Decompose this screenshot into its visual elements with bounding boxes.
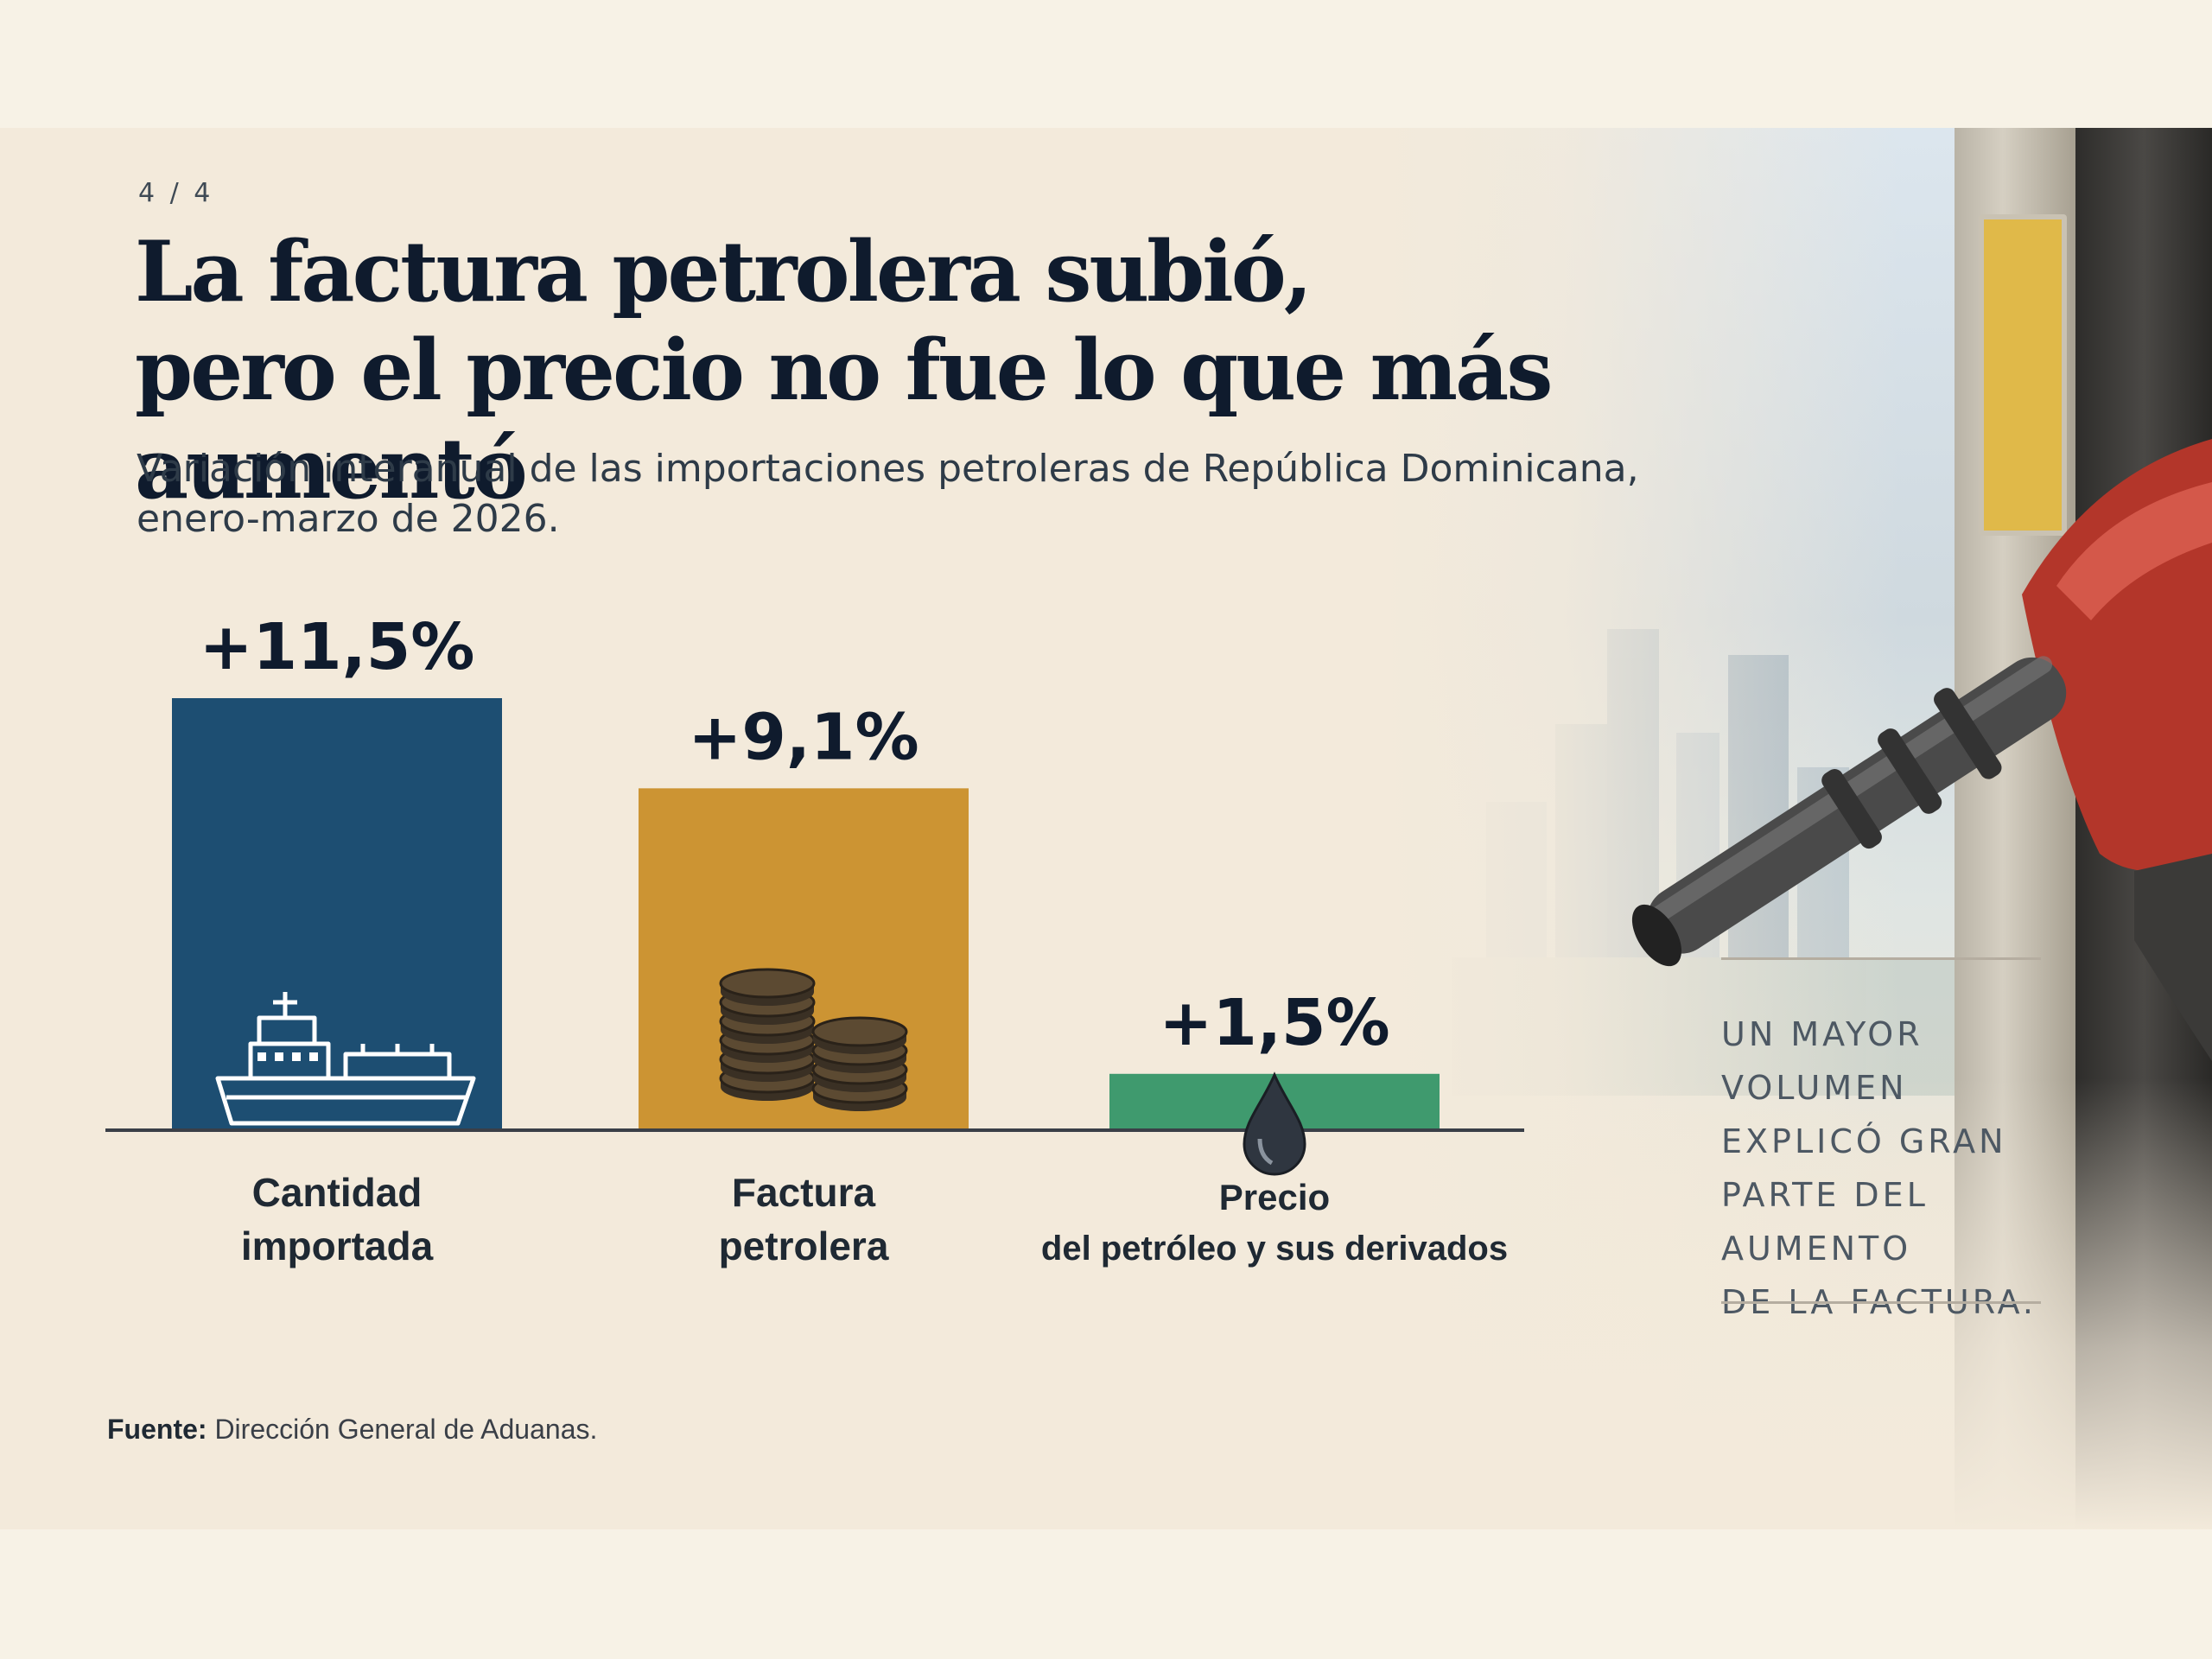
- oil-drop-icon: [1243, 1071, 1306, 1176]
- annotation-text: Un mayor volumen explicó gran parte del …: [1721, 1007, 2093, 1329]
- tick-label: Factura: [732, 1170, 876, 1215]
- source-text: Dirección General de Aduanas.: [214, 1414, 598, 1445]
- title-line: pero el precio no fue lo que más aumentó: [135, 321, 1553, 518]
- coins-icon: [719, 968, 908, 1111]
- tick-label: del petróleo y sus derivados: [1041, 1230, 1508, 1268]
- fuel-pump-sticker: [1979, 214, 2067, 536]
- tick-label: importada: [241, 1224, 434, 1268]
- data-label: +11,5%: [200, 610, 475, 684]
- subtitle-line: enero-marzo de 2026.: [137, 497, 560, 541]
- annotation-line: volumen: [1721, 1069, 1908, 1107]
- annotation-line: explicó gran: [1721, 1122, 2007, 1160]
- page-counter: 4 / 4: [138, 178, 214, 208]
- annotation-top-rule: [1721, 957, 2041, 960]
- title-line: La factura petrolera subió,: [135, 223, 1313, 321]
- photo-bottom-fade: [1382, 1078, 2212, 1529]
- tick-label: Precio: [1219, 1177, 1330, 1217]
- tick-label: petrolera: [719, 1224, 889, 1268]
- fuel-nozzle-image: [1631, 439, 2212, 1061]
- infographic-card: 4 / 4 La factura petrolera subió, pero e…: [0, 128, 2212, 1529]
- tick-label: Cantidad: [252, 1170, 423, 1215]
- subtitle-line: Variación interanual de las importacione…: [137, 447, 1639, 491]
- source-note: Fuente: Dirección General de Aduanas.: [107, 1414, 597, 1446]
- data-label: +1,5%: [1159, 986, 1389, 1060]
- ship-icon: [215, 992, 476, 1126]
- source-label: Fuente:: [107, 1414, 207, 1445]
- bar: [172, 698, 502, 1130]
- subtitle: Variación interanual de las importacione…: [137, 444, 1778, 544]
- page-title: La factura petrolera subió, pero el prec…: [135, 223, 1777, 518]
- annotation-line: Un mayor: [1721, 1015, 1923, 1053]
- data-label: +9,1%: [688, 700, 918, 774]
- annotation-bottom-rule: [1721, 1301, 2041, 1304]
- bar-chart: +11,5% Cantidad importada +9,1% Factura petro…: [105, 610, 1524, 1268]
- annotation-line: parte del aumento: [1721, 1176, 1929, 1268]
